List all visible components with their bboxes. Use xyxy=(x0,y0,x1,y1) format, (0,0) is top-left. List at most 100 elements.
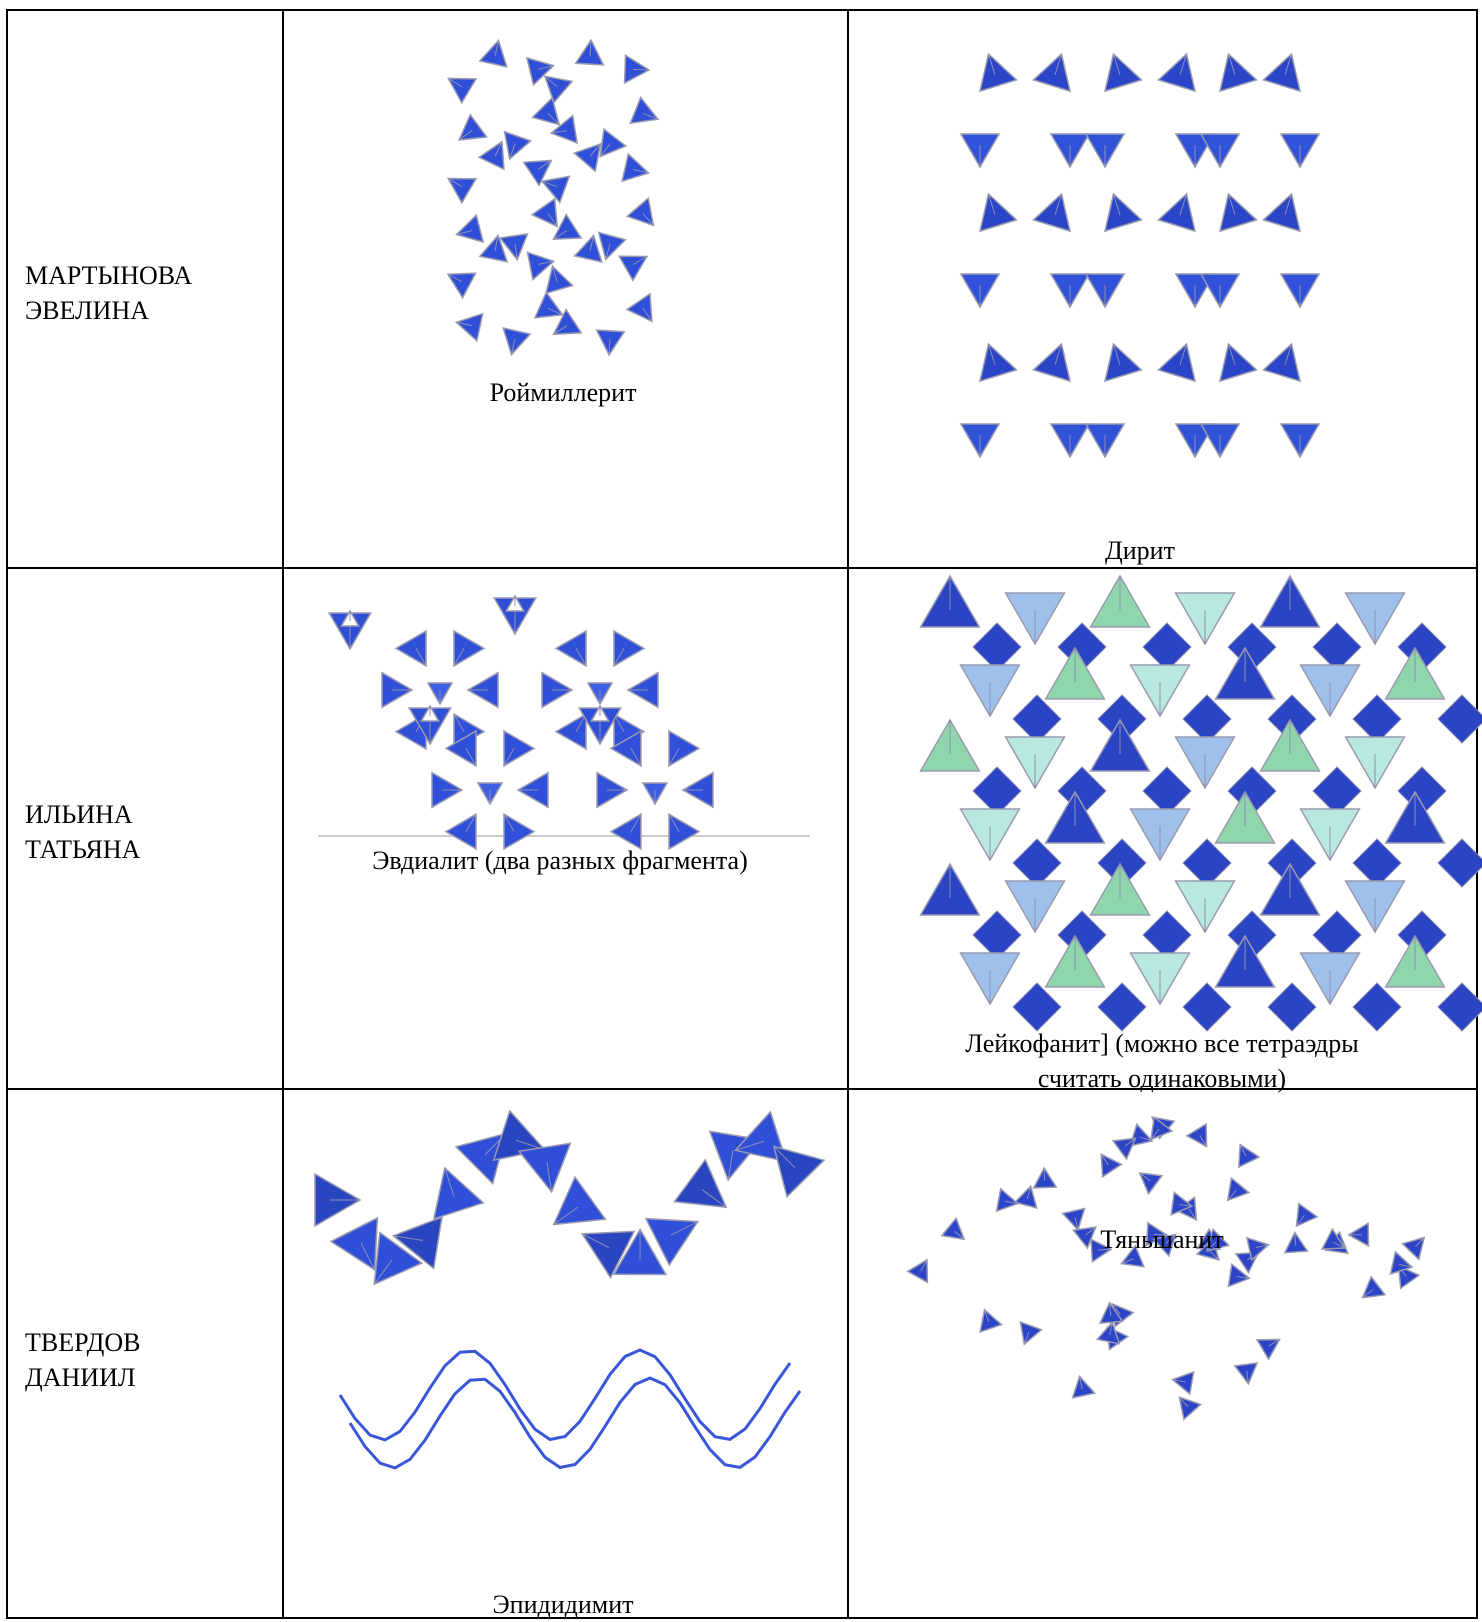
tetrahedron xyxy=(1043,1168,1046,1182)
tetrahedron xyxy=(1172,1379,1186,1383)
tetrahedron xyxy=(1267,838,1317,888)
tetrahedron xyxy=(1255,1338,1281,1361)
tetrahedron xyxy=(1233,1362,1259,1386)
tetrahedron xyxy=(1103,342,1143,383)
tetrahedron xyxy=(525,56,556,87)
tetrahedron xyxy=(477,140,505,171)
tetrahedron xyxy=(613,629,646,668)
tetrahedron xyxy=(1100,1154,1109,1166)
tetrahedron xyxy=(1226,1176,1251,1202)
tetrahedron xyxy=(1100,1153,1123,1179)
tetrahedron xyxy=(530,197,559,228)
tetrahedron xyxy=(1179,343,1187,366)
tetrahedron xyxy=(1362,1289,1374,1299)
tetrahedron xyxy=(773,1146,796,1169)
tetrahedron xyxy=(456,230,473,236)
tetrahedron xyxy=(988,193,996,216)
tetrahedron xyxy=(444,729,477,768)
tetrahedron xyxy=(1098,1248,1112,1251)
tetrahedron xyxy=(1113,193,1121,216)
tetrahedron xyxy=(1284,53,1292,76)
tetrahedron xyxy=(1262,192,1302,233)
tetrahedron xyxy=(1414,1237,1425,1248)
tetrahedron xyxy=(494,235,499,252)
tetrahedron xyxy=(453,629,486,668)
tetrahedron xyxy=(537,160,552,170)
tetrahedron xyxy=(1023,1331,1030,1345)
tetrahedron xyxy=(1142,910,1192,960)
name-line: ДАНИИЛ xyxy=(25,1363,136,1392)
tetrahedron xyxy=(733,1110,788,1163)
tetrahedron xyxy=(541,180,558,188)
tetrahedron xyxy=(1109,1322,1113,1336)
tetrahedron xyxy=(503,130,533,161)
tetrahedron xyxy=(553,230,568,240)
tetrahedron xyxy=(630,748,642,767)
caption: Тяньшанит xyxy=(1100,1222,1223,1257)
tetrahedron xyxy=(1312,766,1362,816)
tetrahedron xyxy=(549,114,579,145)
tetrahedron xyxy=(533,290,564,319)
caption-line: считать одинаковыми) xyxy=(1037,1064,1287,1093)
tetrahedron xyxy=(1399,1263,1413,1268)
tetrahedron xyxy=(589,143,601,157)
tetrahedron xyxy=(972,622,1022,672)
tetrahedron xyxy=(1218,52,1258,93)
name-line: МАРТЫНОВА xyxy=(25,261,193,290)
tetrahedron xyxy=(1352,838,1402,888)
tetrahedron xyxy=(502,326,532,356)
tetrahedron xyxy=(668,729,701,768)
table-grid xyxy=(6,9,1478,1619)
tetrahedron xyxy=(1026,1186,1032,1199)
tetrahedron xyxy=(1437,694,1482,744)
tetrahedron xyxy=(444,1167,455,1197)
caption: Дирит xyxy=(1105,533,1175,568)
tetrahedron xyxy=(608,338,611,355)
tetrahedron xyxy=(478,233,509,263)
tetrahedron xyxy=(1246,1370,1249,1384)
tetrahedron xyxy=(478,39,508,68)
tetrahedron xyxy=(1139,1172,1151,1182)
tetrahedron xyxy=(573,234,603,264)
tetrahedron xyxy=(1142,622,1192,672)
tetrahedron xyxy=(1032,342,1072,383)
caption: Эвдиалит (два разных фрагмента) xyxy=(372,843,748,878)
tetrahedron xyxy=(1054,53,1062,76)
tetrahedron xyxy=(447,77,478,105)
tetrahedron xyxy=(1228,193,1236,216)
tetrahedron xyxy=(632,168,649,174)
tetrahedron xyxy=(1012,838,1062,888)
tetrahedron xyxy=(447,178,463,188)
tetrahedron xyxy=(514,243,518,260)
tetrahedron xyxy=(972,910,1022,960)
tetrahedron xyxy=(727,1150,734,1181)
tetrahedron xyxy=(1013,1184,1038,1209)
tetrahedron xyxy=(1295,1202,1319,1228)
caption: Эпидидимит xyxy=(492,1587,633,1622)
tetrahedron xyxy=(1296,1215,1305,1227)
tetrahedron xyxy=(360,1242,376,1271)
tetrahedron xyxy=(553,1206,579,1225)
name-line: ЭВЕЛИНА xyxy=(25,296,150,325)
tetrahedron xyxy=(456,321,473,327)
tetrahedron xyxy=(621,152,651,183)
tetrahedron xyxy=(1262,52,1302,93)
tetrahedron xyxy=(1209,1250,1220,1261)
tetrahedron xyxy=(988,343,996,366)
tetrahedron xyxy=(1171,1370,1195,1396)
tetrahedron xyxy=(517,1142,572,1194)
caption: Роймиллерит xyxy=(490,375,637,410)
table-border xyxy=(6,9,1478,1619)
tetrahedron xyxy=(547,307,563,316)
tetrahedron xyxy=(1019,1320,1043,1346)
tetrahedron xyxy=(1072,1226,1097,1250)
tetrahedron xyxy=(1054,193,1062,216)
tetrahedron xyxy=(1262,342,1302,383)
tetrahedron xyxy=(1268,1339,1280,1347)
tetrahedron xyxy=(668,748,680,767)
tetrahedron xyxy=(1179,1396,1189,1408)
tetrahedron xyxy=(1032,52,1072,93)
tetrahedron xyxy=(582,1233,610,1249)
tetrahedron xyxy=(1109,1302,1112,1316)
